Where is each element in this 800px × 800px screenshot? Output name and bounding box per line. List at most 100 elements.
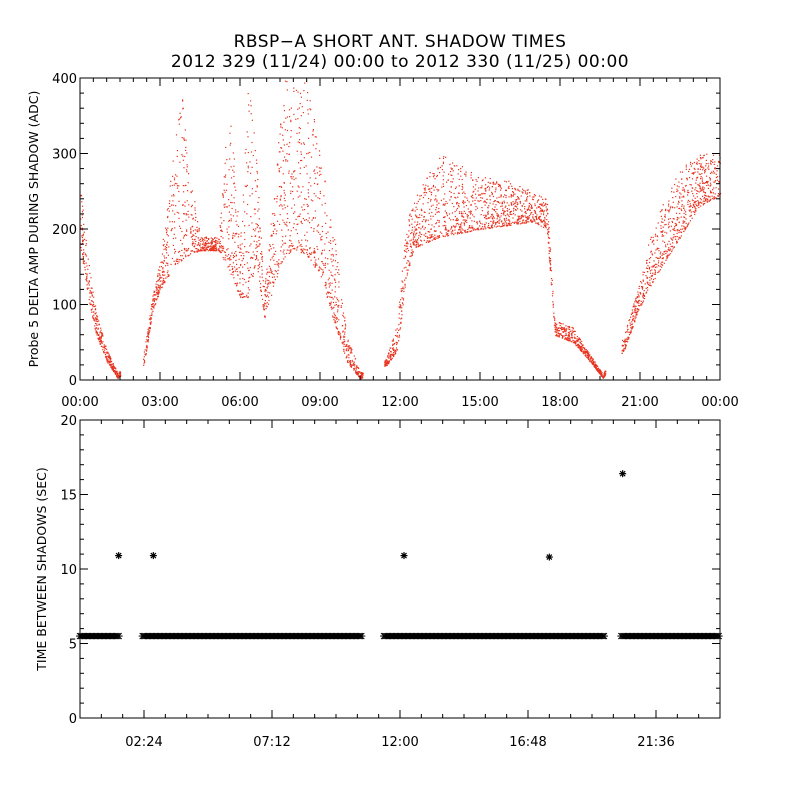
- data-point: [197, 221, 199, 223]
- data-point: [239, 247, 241, 249]
- data-point: [284, 223, 286, 225]
- data-point: [460, 170, 462, 172]
- data-point: [118, 376, 120, 379]
- data-point: [393, 343, 395, 345]
- data-point: [427, 202, 429, 204]
- data-point: [227, 258, 229, 260]
- data-point: [561, 336, 564, 338]
- data-point: [215, 250, 217, 252]
- data-point: [487, 226, 489, 228]
- data-point: [706, 184, 708, 187]
- data-point: [317, 258, 320, 260]
- data-point: [234, 270, 236, 272]
- data-point: [642, 295, 644, 297]
- data-point: [661, 210, 663, 212]
- data-point: [97, 338, 99, 340]
- data-point: [307, 205, 309, 207]
- data-point: [696, 205, 698, 207]
- data-point: [190, 250, 192, 252]
- data-point: [709, 199, 711, 201]
- data-point: [93, 319, 95, 321]
- data-point: [334, 260, 336, 262]
- data-point: [641, 287, 643, 289]
- data-point: [82, 229, 84, 231]
- data-point: [307, 152, 309, 154]
- data-point: [666, 258, 668, 260]
- data-point: [322, 271, 324, 273]
- data-point: [454, 196, 456, 198]
- data-point: [224, 162, 226, 164]
- data-point: [282, 150, 284, 152]
- data-point: [423, 239, 425, 241]
- data-point: [284, 194, 286, 196]
- data-point: [428, 241, 430, 243]
- data-point: [536, 201, 538, 203]
- data-point: [154, 294, 156, 296]
- data-point: [165, 232, 168, 234]
- data-point: [210, 245, 212, 247]
- data-point: [663, 251, 665, 253]
- data-point: [502, 209, 504, 212]
- data-point: [438, 235, 440, 237]
- data-point: [324, 243, 326, 245]
- data-point: [627, 336, 629, 338]
- data-point: [703, 167, 705, 169]
- data-point: [700, 176, 702, 178]
- data-point: [677, 203, 679, 205]
- data-point: [325, 284, 327, 286]
- data-point: [354, 358, 356, 360]
- data-point: [488, 227, 490, 229]
- data-point: [273, 225, 275, 227]
- data-point: [651, 274, 653, 276]
- data-point: [161, 283, 163, 285]
- data-point: [273, 273, 275, 275]
- data-point: [428, 237, 430, 239]
- data-point: [542, 220, 544, 222]
- data-point: [119, 374, 121, 376]
- data-point: [672, 221, 674, 223]
- data-point: [564, 338, 566, 340]
- data-point: [508, 224, 511, 226]
- data-point: [632, 306, 634, 308]
- data-point: [635, 297, 637, 299]
- data-point: [675, 236, 677, 238]
- data-point: [325, 232, 327, 235]
- data-point: [420, 194, 422, 197]
- data-point: [444, 216, 446, 218]
- data-point: [190, 214, 192, 216]
- data-point: [656, 247, 658, 249]
- data-point: [623, 347, 625, 349]
- data-point: [395, 341, 397, 343]
- data-point: [636, 308, 638, 310]
- data-point: [391, 354, 393, 356]
- data-point: [86, 273, 88, 275]
- data-point: [85, 254, 87, 256]
- data-point: [679, 192, 681, 194]
- data-point: [81, 214, 83, 216]
- data-point: [676, 242, 678, 244]
- data-point: [332, 259, 334, 261]
- data-point: [313, 228, 315, 230]
- data-point: [175, 260, 177, 262]
- data-point: [331, 296, 333, 298]
- data-point: [384, 364, 386, 366]
- data-point: [579, 341, 581, 343]
- data-point: [486, 218, 488, 220]
- data-point: [642, 271, 644, 273]
- data-point: [676, 235, 678, 238]
- data-point: [429, 190, 431, 192]
- data-point: [567, 339, 569, 341]
- data-point: [686, 226, 688, 228]
- data-point: [436, 235, 438, 237]
- data-point: [549, 263, 551, 265]
- data-point: [406, 242, 408, 244]
- data-point: [503, 212, 505, 214]
- data-point: [531, 206, 533, 208]
- data-point: [504, 224, 506, 226]
- data-point: [325, 222, 327, 224]
- data-point: [676, 218, 679, 220]
- data-point: [410, 239, 412, 241]
- data-point: [663, 219, 666, 221]
- data-point: [632, 311, 634, 313]
- data-point: [563, 329, 565, 331]
